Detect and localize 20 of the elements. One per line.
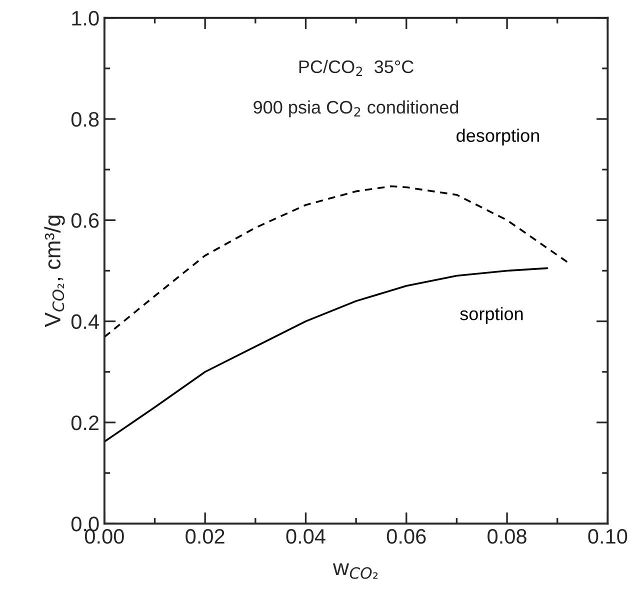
x-tick-label: 0.10 <box>588 529 628 544</box>
y-tick-label: 1.0 <box>72 10 99 26</box>
line-series <box>104 185 568 338</box>
y-tick-label: 0.8 <box>71 112 99 127</box>
annotation: 900 psia CO$_{2}$ conditioned <box>254 100 458 118</box>
x-tick-label: 0.02 <box>186 529 224 544</box>
series-label: sorption <box>460 307 523 324</box>
y-tick-label: 0.2 <box>71 415 99 430</box>
y-axis-title: V$_{CO₂}$, cm³/g <box>44 216 65 328</box>
y-tick-label: 0.6 <box>71 213 99 228</box>
x-tick-label: 0.08 <box>488 529 526 544</box>
y-tick-label: 0.0 <box>71 516 99 532</box>
x-axis-title: w$_{CO₂}$ <box>332 563 378 579</box>
y-tick-label: 0.4 <box>71 314 99 330</box>
x-tick-label: 0.06 <box>386 529 426 544</box>
annotation: PC/CO$_{2}$ 35°C <box>299 60 414 76</box>
x-tick-label: 0.00 <box>84 529 124 544</box>
text: desorption <box>456 128 539 146</box>
line-series <box>104 267 548 443</box>
x-tick-label: 0.04 <box>286 529 326 544</box>
